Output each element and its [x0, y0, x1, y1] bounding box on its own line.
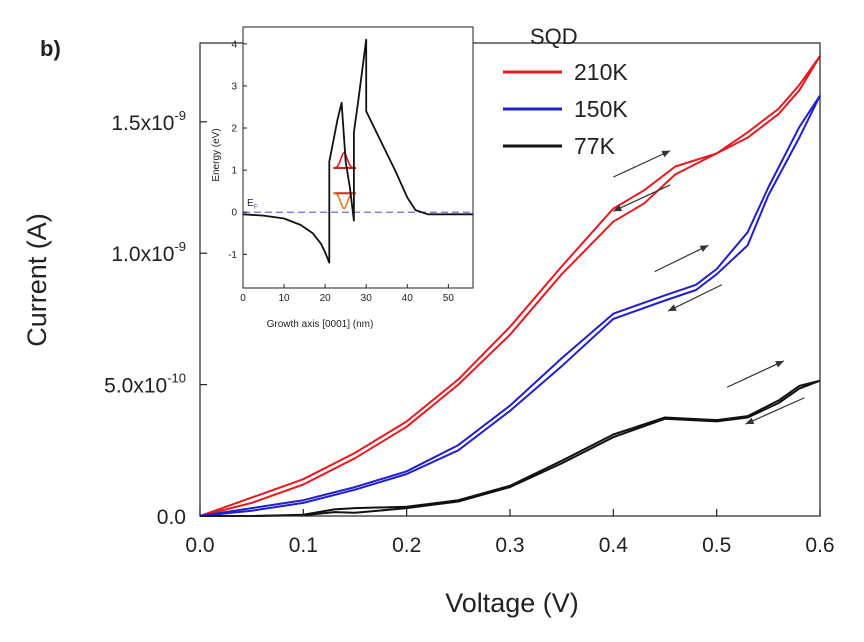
main-chart: 0.0 0.1 0.2 0.3 0.4 0.5 0.6 0.0 5.0x10-10 1.0x10… [22, 42, 835, 618]
series-line-77K [200, 379, 821, 517]
x-axis-label: Voltage (V) [445, 588, 579, 618]
sweep-arrow [667, 284, 723, 312]
x-ticks: 0.0 0.1 0.2 0.3 0.4 0.5 0.6 [185, 509, 835, 557]
legend: SQD 210K 150K 77K [503, 24, 628, 159]
inset-y-tick-label: 4 [231, 39, 237, 50]
legend-item: 77K [503, 133, 616, 159]
legend-item: 150K [503, 96, 628, 122]
sweep-arrow [726, 360, 785, 388]
inset-y-ticks: -1 0 1 2 3 4 [228, 39, 247, 261]
wavefunction [333, 192, 356, 210]
y-tick-label: 1.5x10-9 [111, 108, 186, 135]
series-line-150K [199, 95, 821, 517]
legend-item: 210K [503, 59, 628, 85]
x-tick-label: 0.2 [392, 534, 421, 557]
inset-series-group: EF [242, 38, 473, 264]
inset-x-ticks: 0 10 20 30 40 50 [240, 284, 454, 304]
legend-label: 210K [574, 59, 628, 85]
inset-x-tick-label: 50 [443, 293, 455, 304]
sweep-arrows [613, 150, 805, 425]
x-tick-label: 0.3 [495, 534, 524, 557]
x-tick-label: 0.0 [185, 534, 214, 557]
series-line-210K-return [199, 55, 821, 517]
panel-label: b) [40, 36, 61, 61]
sweep-arrow [613, 150, 671, 178]
y-tick-label: 0.0 [157, 506, 186, 529]
x-tick-label: 0.4 [599, 534, 629, 557]
inset-x-tick-label: 20 [320, 293, 332, 304]
series-line-77K-return [200, 379, 821, 517]
inset-chart: EF 0 10 20 30 40 50 -1 0 1 2 3 4 Growth axis [0001… [211, 26, 474, 330]
x-tick-label: 0.5 [702, 534, 731, 557]
y-ticks: 0.0 5.0x10-10 1.0x10-9 1.5x10-9 [104, 108, 207, 529]
inset-x-tick-label: 0 [240, 293, 246, 304]
y-axis-label: Current (A) [22, 213, 52, 347]
series-group [199, 55, 821, 517]
inset-x-tick-label: 40 [402, 293, 414, 304]
inset-y-tick-label: 1 [231, 166, 237, 177]
sweep-arrow [745, 397, 805, 425]
fermi-level-label: EF [247, 198, 258, 211]
inset-x-tick-label: 10 [279, 293, 291, 304]
band-profile-line [242, 38, 473, 264]
inset-y-tick-label: 2 [231, 124, 237, 135]
legend-label: 77K [574, 133, 616, 159]
y-tick-label: 1.0x10-9 [111, 239, 186, 266]
y-tick-label: 5.0x10-10 [104, 371, 186, 398]
inset-y-tick-label: 0 [231, 208, 237, 219]
x-tick-label: 0.1 [289, 534, 318, 557]
inset-background [243, 27, 473, 288]
sweep-arrow [654, 244, 709, 273]
series-line-150K-return [199, 95, 821, 517]
legend-label: 150K [574, 96, 628, 122]
inset-frame [242, 26, 474, 289]
x-tick-label: 0.6 [805, 534, 834, 557]
inset-y-tick-label: -1 [228, 250, 237, 261]
sweep-arrow [613, 184, 671, 212]
inset-y-axis-label: Energy (eV) [211, 128, 222, 181]
inset-x-tick-label: 30 [361, 293, 373, 304]
inset-x-axis-label: Growth axis [0001] (nm) [267, 319, 374, 330]
legend-title: SQD [530, 24, 578, 49]
series-line-210K [199, 55, 821, 517]
inset-y-tick-label: 3 [231, 81, 237, 92]
